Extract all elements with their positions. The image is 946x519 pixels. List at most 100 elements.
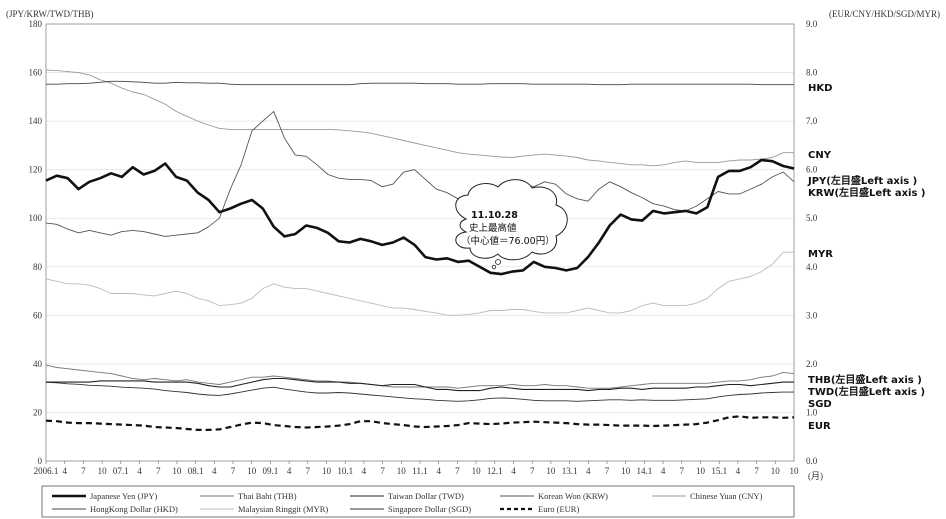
series-line-taiwan-dollar-twd: [46, 377, 794, 392]
x-tick-label: 7: [380, 466, 385, 476]
left-tick-label: 140: [29, 116, 43, 126]
legend-label: Korean Won (KRW): [538, 491, 608, 501]
x-tick-label: 2006.1: [34, 466, 59, 476]
x-tick-label: 11.1: [412, 466, 427, 476]
left-tick-label: 20: [33, 407, 43, 417]
left-tick-label: 100: [29, 213, 43, 223]
x-tick-label: 7: [231, 466, 236, 476]
series-line-malaysian-ringgit-myr: [45, 251, 794, 316]
legend-label: Malaysian Ringgit (MYR): [238, 504, 328, 514]
x-tick-label: 10: [322, 466, 332, 476]
left-tick-label: 160: [29, 68, 43, 78]
label-twd: TWD(左目盛Left axis ): [808, 385, 925, 398]
grid-lines: [46, 72, 794, 413]
left-tick-label: 80: [33, 262, 43, 272]
callout-cloud: [455, 179, 568, 261]
x-tick-label: 7: [156, 466, 161, 476]
series-layer: [45, 69, 795, 431]
callout-bubble-2: [491, 264, 497, 270]
left-axis-title: (JPY/KRW/TWD/THB): [6, 9, 94, 19]
x-tick-label: 7: [530, 466, 535, 476]
x-tick-label: 4: [212, 466, 217, 476]
legend-label: Euro (EUR): [538, 504, 579, 514]
left-tick-label: 180: [29, 19, 43, 29]
right-tick-label: 9.0: [806, 19, 818, 29]
x-tick-label: 14.1: [637, 466, 653, 476]
right-tick-label: 5.0: [806, 213, 818, 223]
x-tick-label: 4: [511, 466, 516, 476]
legend-label: Taiwan Dollar (TWD): [388, 491, 464, 501]
x-tick-label: 07.1: [113, 466, 129, 476]
x-tick-label: 10.1: [337, 466, 353, 476]
left-tick-label: 120: [29, 165, 43, 175]
series-line-chinese-yuan-cny: [45, 69, 794, 167]
callout-bubble-1: [495, 259, 501, 265]
x-tick-label: 4: [362, 466, 367, 476]
right-tick-label: 2.0: [806, 359, 818, 369]
x-tick-label: 7: [680, 466, 685, 476]
right-tick-label: 1.0: [806, 407, 818, 417]
x-tick-label: 10: [621, 466, 631, 476]
series-line-thai-baht-thb: [45, 364, 795, 389]
series-line-korean-won-krw: [45, 110, 795, 237]
legend-label: Singapore Dollar (SGD): [388, 504, 471, 514]
x-tick-label: 13.1: [562, 466, 578, 476]
x-tick-label: 10: [397, 466, 407, 476]
label-myr: MYR: [808, 249, 833, 260]
x-tick-label: 4: [287, 466, 292, 476]
label-krw: KRW(左目盛Left axis ): [808, 186, 925, 199]
right-axis-ticks: 0.0 1.0 2.0 3.0 4.0 5.0 6.0 7.0 8.0 9.0: [806, 19, 818, 466]
right-axis-title: (EUR/CNY/HKD/SGD/MYR): [829, 9, 940, 19]
x-tick-label: 10: [98, 466, 108, 476]
x-tick-label: 4: [736, 466, 741, 476]
x-tick-label: 4: [586, 466, 591, 476]
callout-title: 史上最高値: [469, 222, 517, 234]
x-axis-unit: (月): [808, 471, 823, 481]
right-tick-label: 8.0: [806, 68, 818, 78]
legend-label: HongKong Dollar (HKD): [90, 504, 178, 514]
x-tick-label: 10: [771, 466, 781, 476]
label-eur: EUR: [808, 421, 831, 432]
x-tick-label: 15.1: [711, 466, 727, 476]
right-tick-label: 6.0: [806, 165, 818, 175]
x-tick-label: 4: [137, 466, 142, 476]
x-axis-ticks: 2006.1 4 7 10 07.1 4 7 10 08.1 4 7 10 09.1 4 7 10 10.1 4 7…: [34, 461, 799, 476]
x-tick-label-end: 10: [790, 466, 800, 476]
left-tick-label: 40: [33, 359, 43, 369]
left-tick-label: 0: [38, 456, 43, 466]
right-tick-label: 7.0: [806, 116, 818, 126]
callout-value: （中心値＝76.00円）: [461, 235, 555, 247]
x-tick-label: 10: [546, 466, 556, 476]
plot-frame: [45, 23, 795, 462]
series-line-euro-eur: [45, 415, 795, 431]
x-tick-label: 7: [81, 466, 86, 476]
right-tick-label: 3.0: [806, 310, 818, 320]
legend: Japanese Yen (JPY) Thai Baht (THB) Taiwan …: [52, 491, 763, 514]
x-tick-label: 4: [436, 466, 441, 476]
series-line-hongkong-dollar-hkd: [46, 80, 794, 86]
label-jpy: JPY(左目盛Left axis ): [807, 174, 917, 187]
legend-label: Japanese Yen (JPY): [90, 491, 157, 501]
record-high-callout: 11.10.28 史上最高値 （中心値＝76.00円）: [455, 179, 568, 270]
x-tick-label: 7: [455, 466, 460, 476]
legend-box: [41, 485, 795, 518]
series-line-singapore-dollar-sgd: [45, 381, 794, 402]
label-thb: THB(左目盛Left axis ): [808, 373, 922, 386]
left-axis-ticks: 0 20 40 60 80 100 120 140 160 180: [29, 19, 43, 466]
label-sgd: SGD: [808, 399, 832, 410]
x-tick-label: 10: [696, 466, 706, 476]
x-tick-label: 09.1: [263, 466, 279, 476]
x-tick-label: 10: [472, 466, 482, 476]
label-cny: CNY: [808, 150, 832, 161]
legend-label: Chinese Yuan (CNY): [690, 491, 763, 501]
left-tick-label: 60: [33, 310, 43, 320]
legend-label: Thai Baht (THB): [238, 491, 297, 501]
label-hkd: HKD: [808, 83, 832, 94]
x-tick-label: 7: [306, 466, 311, 476]
right-tick-label: 0.0: [806, 456, 818, 466]
x-tick-label: 7: [605, 466, 610, 476]
x-tick-label: 08.1: [188, 466, 204, 476]
x-tick-label: 4: [661, 466, 666, 476]
x-tick-label: 7: [754, 466, 759, 476]
